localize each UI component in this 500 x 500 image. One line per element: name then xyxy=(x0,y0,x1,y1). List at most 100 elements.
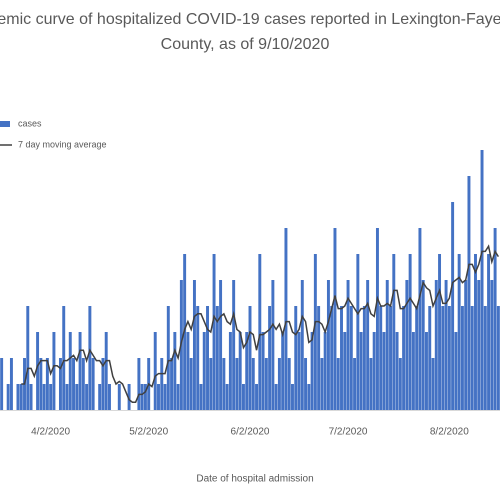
bar xyxy=(379,306,383,410)
bar xyxy=(405,280,409,410)
bar xyxy=(58,358,62,410)
bar xyxy=(85,384,89,410)
bar xyxy=(157,384,160,410)
bar xyxy=(29,384,33,410)
bar xyxy=(340,306,343,410)
x-tick-label: 7/2/2020 xyxy=(329,427,368,438)
bar xyxy=(451,202,455,410)
x-tick-label: 4/2/2020 xyxy=(31,427,70,438)
bar xyxy=(117,384,121,410)
bar xyxy=(108,384,111,410)
bar xyxy=(330,306,334,410)
bar xyxy=(375,228,379,410)
bar xyxy=(0,358,4,410)
bar xyxy=(199,384,203,410)
bar xyxy=(372,332,376,410)
bar xyxy=(369,358,373,410)
bar xyxy=(26,306,30,410)
bar xyxy=(291,384,294,410)
bar xyxy=(160,358,164,410)
bar xyxy=(153,332,157,410)
bar xyxy=(258,254,262,410)
bar xyxy=(467,176,471,410)
bar xyxy=(297,332,301,410)
bar xyxy=(238,332,242,410)
bar xyxy=(287,358,291,410)
bar xyxy=(186,332,190,410)
bar xyxy=(192,280,196,410)
bar xyxy=(215,306,219,410)
x-tick-label: 6/2/2020 xyxy=(231,427,270,438)
bar xyxy=(362,306,366,410)
bar xyxy=(9,358,13,410)
bar xyxy=(206,306,209,410)
bar xyxy=(75,384,79,410)
chart-title: County, as of 9/10/2020 xyxy=(161,36,330,53)
bar xyxy=(68,332,72,410)
x-tick-label: 5/2/2020 xyxy=(129,427,168,438)
bar xyxy=(78,332,82,410)
bar xyxy=(398,358,402,410)
bar xyxy=(402,306,406,410)
bar xyxy=(333,228,337,410)
bar xyxy=(480,150,484,410)
bar xyxy=(209,358,213,410)
bar xyxy=(140,384,144,410)
bar xyxy=(104,332,108,410)
bar xyxy=(464,280,468,410)
bar xyxy=(6,384,10,410)
x-tick-label: 8/2/2020 xyxy=(430,427,469,438)
bar xyxy=(173,332,177,410)
bar xyxy=(483,306,487,410)
bar xyxy=(470,306,474,410)
bar xyxy=(408,254,412,410)
bar xyxy=(313,254,317,410)
bar xyxy=(474,254,477,410)
bar xyxy=(202,332,206,410)
bar xyxy=(170,358,174,410)
bar xyxy=(196,306,200,410)
bar xyxy=(418,228,422,410)
bar xyxy=(392,254,396,410)
bar xyxy=(255,384,259,410)
bar xyxy=(101,358,105,410)
bar xyxy=(366,280,370,410)
bar xyxy=(91,358,95,410)
bar xyxy=(52,332,56,410)
bar xyxy=(441,306,445,410)
bar xyxy=(163,384,167,410)
bar xyxy=(457,254,461,410)
bar xyxy=(49,384,53,410)
bar xyxy=(228,332,232,410)
bar xyxy=(248,306,252,410)
bar xyxy=(447,306,451,410)
bar xyxy=(454,332,458,410)
bar xyxy=(326,280,330,410)
bar xyxy=(434,280,438,410)
bar xyxy=(241,384,245,410)
bar xyxy=(232,280,236,410)
bar xyxy=(343,332,347,410)
bar xyxy=(251,358,255,410)
bar xyxy=(415,306,419,410)
bar xyxy=(45,358,49,410)
bar xyxy=(166,306,170,410)
bar xyxy=(176,384,180,410)
chart-title: demic curve of hospitalized COVID-19 cas… xyxy=(0,11,500,28)
bar xyxy=(72,358,75,410)
bar xyxy=(268,306,272,410)
bar xyxy=(317,306,321,410)
bar xyxy=(444,280,448,410)
bar xyxy=(477,280,481,410)
bar xyxy=(336,358,340,410)
bar xyxy=(460,306,464,410)
bar xyxy=(137,358,141,410)
bar xyxy=(284,228,288,410)
bar xyxy=(222,358,226,410)
bar xyxy=(294,306,298,410)
bar xyxy=(385,280,389,410)
bar xyxy=(36,332,40,410)
bar xyxy=(65,384,69,410)
